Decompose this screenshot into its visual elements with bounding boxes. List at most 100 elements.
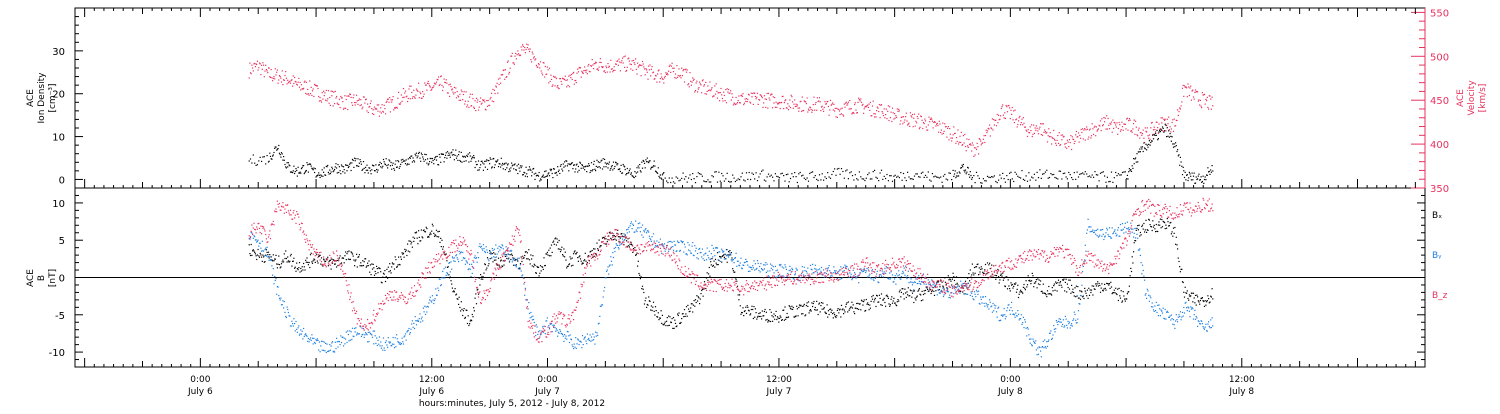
velocity-point [422,91,423,92]
bx-point [709,276,710,277]
velocity-point [364,97,365,98]
bx-point [426,228,427,229]
density-point [330,173,331,174]
density-point [1012,178,1013,179]
density-point [1130,169,1131,170]
density-point [802,175,803,176]
by-point [360,326,361,327]
density-point [342,171,343,172]
velocity-point [333,92,334,93]
bx-point [315,262,316,263]
velocity-point [1082,128,1083,129]
bx-point [259,257,260,258]
velocity-point [1032,134,1033,135]
bx-point [1007,288,1008,289]
bx-point [1145,220,1146,221]
velocity-point [554,77,555,78]
bx-point [375,271,376,272]
bx-point [282,261,283,262]
by-point [300,329,301,330]
density-point [367,170,368,171]
density-point [605,162,606,163]
by-point [430,300,431,301]
bx-point [1121,302,1122,303]
density-point [1182,174,1183,175]
bx-point [752,309,753,310]
by-point [641,227,642,228]
by-point [653,233,654,234]
velocity-point [902,116,903,117]
bx-point [1205,305,1206,306]
density-point [784,181,785,182]
bx-point [360,262,361,263]
bx-point [1186,293,1187,294]
bx-point [599,240,600,241]
by-point [570,334,571,335]
bx-point [756,319,757,320]
velocity-point [310,93,311,94]
bx-point [446,253,447,254]
velocity-point [280,76,281,77]
bx-point [536,273,537,274]
velocity-point [463,94,464,95]
density-point [1072,179,1073,180]
density-point [547,175,548,176]
bx-point [887,296,888,297]
velocity-point [871,115,872,116]
velocity-point [1094,126,1095,127]
bx-point [751,306,752,307]
bx-point [1157,231,1158,232]
density-point [300,173,301,174]
bx-point [747,307,748,308]
by-point [344,343,345,344]
velocity-point [331,91,332,92]
by-point [287,307,288,308]
bx-point [734,272,735,273]
bx-point [362,260,363,261]
velocity-point [1103,117,1104,118]
density-point [962,165,963,166]
bx-point [503,260,504,261]
by-point [263,251,264,252]
velocity-point [815,102,816,103]
density-point [1135,157,1136,158]
bx-point [1058,280,1059,281]
bx-point [1017,285,1018,286]
density-point [1136,153,1137,154]
density-point [566,161,567,162]
density-point [402,162,403,163]
bx-point [1101,283,1102,284]
density-point [943,176,944,177]
by-point [627,229,628,230]
bx-point [1209,302,1210,303]
bx-point [705,288,706,289]
bx-point [1003,280,1004,281]
density-point [1125,171,1126,172]
density-point [1152,141,1153,142]
velocity-point [1148,138,1149,139]
velocity-point [466,91,467,92]
bx-point [1130,275,1131,276]
density-point [1153,138,1154,139]
velocity-point [251,73,252,74]
velocity-point [548,82,549,83]
velocity-point [718,92,719,93]
velocity-point [252,67,253,68]
density-point [504,163,505,164]
velocity-point [1162,117,1163,118]
velocity-point [811,112,812,113]
bx-point [1185,287,1186,288]
density-point [500,167,501,168]
velocity-point [986,130,987,131]
velocity-point [758,104,759,105]
bx-point [870,308,871,309]
velocity-point [1062,134,1063,135]
density-point [725,178,726,179]
bx-point [393,263,394,264]
by-point [673,250,674,251]
velocity-point [438,77,439,78]
density-point [468,161,469,162]
velocity-point [386,101,387,102]
by-point [329,350,330,351]
density-point [1204,179,1205,180]
